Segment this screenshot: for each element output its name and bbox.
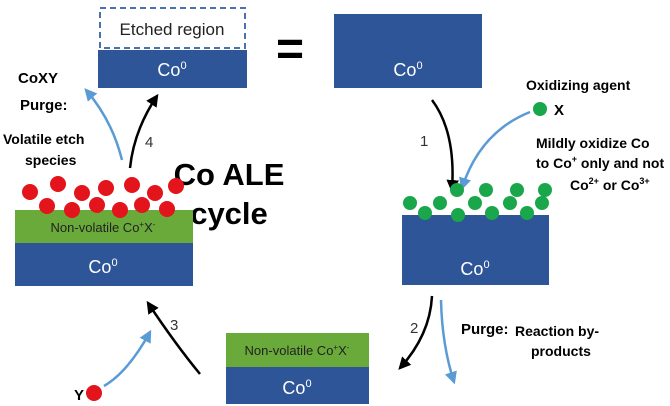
x-dot	[538, 183, 552, 197]
oxidize-note-line2: to Co+ only and not	[536, 154, 664, 171]
adsorbed-x-block: Co0	[402, 183, 552, 285]
y-dot	[147, 185, 163, 201]
nonvolatile-layer-bottom	[226, 333, 369, 367]
x-dot	[403, 196, 417, 210]
x-dot	[450, 183, 464, 197]
x-dot	[503, 196, 517, 210]
x-dot	[468, 196, 482, 210]
reacted-y-block: Non-volatile Co+X- Co0	[15, 176, 193, 286]
step1-number: 1	[420, 133, 428, 150]
x-dot	[433, 196, 447, 210]
co0-substrate-top-right	[334, 14, 482, 88]
co0-substrate-left	[15, 243, 193, 286]
y-dot	[159, 201, 175, 217]
purge-volatile-arrow	[84, 88, 124, 161]
y-dot	[134, 197, 150, 213]
co0-substrate-right	[402, 215, 549, 285]
y-species-label: Y	[74, 387, 84, 404]
y-dot	[168, 178, 184, 194]
x-adsorbate-dots	[403, 183, 552, 222]
reaction-byproducts-line1: Reaction by-	[515, 323, 599, 339]
step4-arrow	[128, 93, 159, 169]
y-dot	[89, 197, 105, 213]
y-adsorbate-dots	[22, 176, 184, 218]
y-dot	[22, 184, 38, 200]
step1-arrow	[430, 99, 459, 193]
x-dot	[510, 183, 524, 197]
x-dot	[451, 208, 465, 222]
y-supply-arrow	[103, 329, 152, 388]
co0-substrate-bottom	[226, 367, 369, 404]
etched-region-label: Etched region	[120, 20, 225, 39]
y-dot	[124, 177, 140, 193]
y-dot	[64, 202, 80, 218]
purge-label-right: Purge:	[461, 321, 509, 338]
co0-label-left: Co0	[88, 257, 117, 277]
etched-region-box	[99, 7, 246, 49]
y-dot	[112, 202, 128, 218]
x-dot	[520, 206, 534, 220]
step3-arrow	[146, 300, 201, 375]
y-species-dot	[86, 385, 102, 401]
nonvolatile-block-bottom: Non-volatile Co+X- Co0	[226, 333, 369, 404]
purge-byproducts-arrow	[439, 299, 457, 385]
title-line1: Co ALE	[174, 157, 285, 192]
oxidize-note-line3: Co2+ or Co3+	[570, 176, 650, 193]
purge-label-left: Purge:	[20, 97, 68, 114]
title-line2: cycle	[190, 196, 268, 231]
x-dot	[485, 206, 499, 220]
volatile-species-line1: Volatile etch	[3, 131, 84, 147]
nonvolatile-label-bottom: Non-volatile Co+X-	[245, 343, 350, 358]
co0-block-top-right: Co0	[334, 14, 482, 88]
etched-block: Etched region Co0	[98, 7, 247, 88]
oxidize-note-line1: Mildly oxidize Co	[536, 135, 650, 151]
coxy-label: CoXY	[18, 70, 58, 87]
co0-label-bottom: Co0	[282, 378, 311, 398]
x-species-dot	[533, 102, 547, 116]
volatile-species-line2: species	[25, 152, 77, 168]
co0-label-top-left: Co0	[157, 60, 186, 80]
step3-number: 3	[170, 317, 178, 334]
x-species-label: X	[554, 102, 564, 119]
oxidizing-agent-label: Oxidizing agent	[526, 77, 631, 93]
reaction-byproducts-line2: products	[531, 343, 591, 359]
nonvolatile-label-left: Non-volatile Co+X-	[51, 220, 156, 235]
y-dot	[39, 198, 55, 214]
step4-number: 4	[145, 134, 153, 151]
x-dot	[479, 183, 493, 197]
co0-label-top-right: Co0	[393, 60, 422, 80]
equals-sign: =	[276, 23, 304, 76]
y-dot	[50, 176, 66, 192]
step2-number: 2	[410, 320, 418, 337]
x-dot	[418, 206, 432, 220]
y-dot	[74, 185, 90, 201]
y-dot	[98, 180, 114, 196]
co0-substrate-top-left	[98, 50, 247, 88]
step2-arrow	[398, 295, 434, 370]
oxidizer-supply-arrow	[459, 110, 531, 191]
x-dot	[535, 196, 549, 210]
co0-label-right: Co0	[460, 259, 489, 279]
